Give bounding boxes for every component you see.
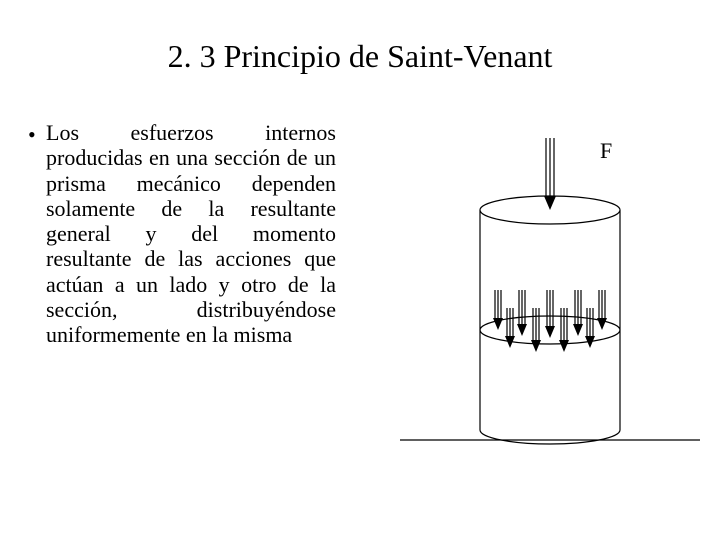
force-label: F	[600, 138, 612, 164]
bullet-marker: •	[28, 122, 36, 148]
saint-venant-diagram: F	[400, 120, 700, 480]
page-title: 2. 3 Principio de Saint-Venant	[0, 38, 720, 75]
bullet-text: Los esfuerzos internos producidas en una…	[46, 120, 336, 348]
